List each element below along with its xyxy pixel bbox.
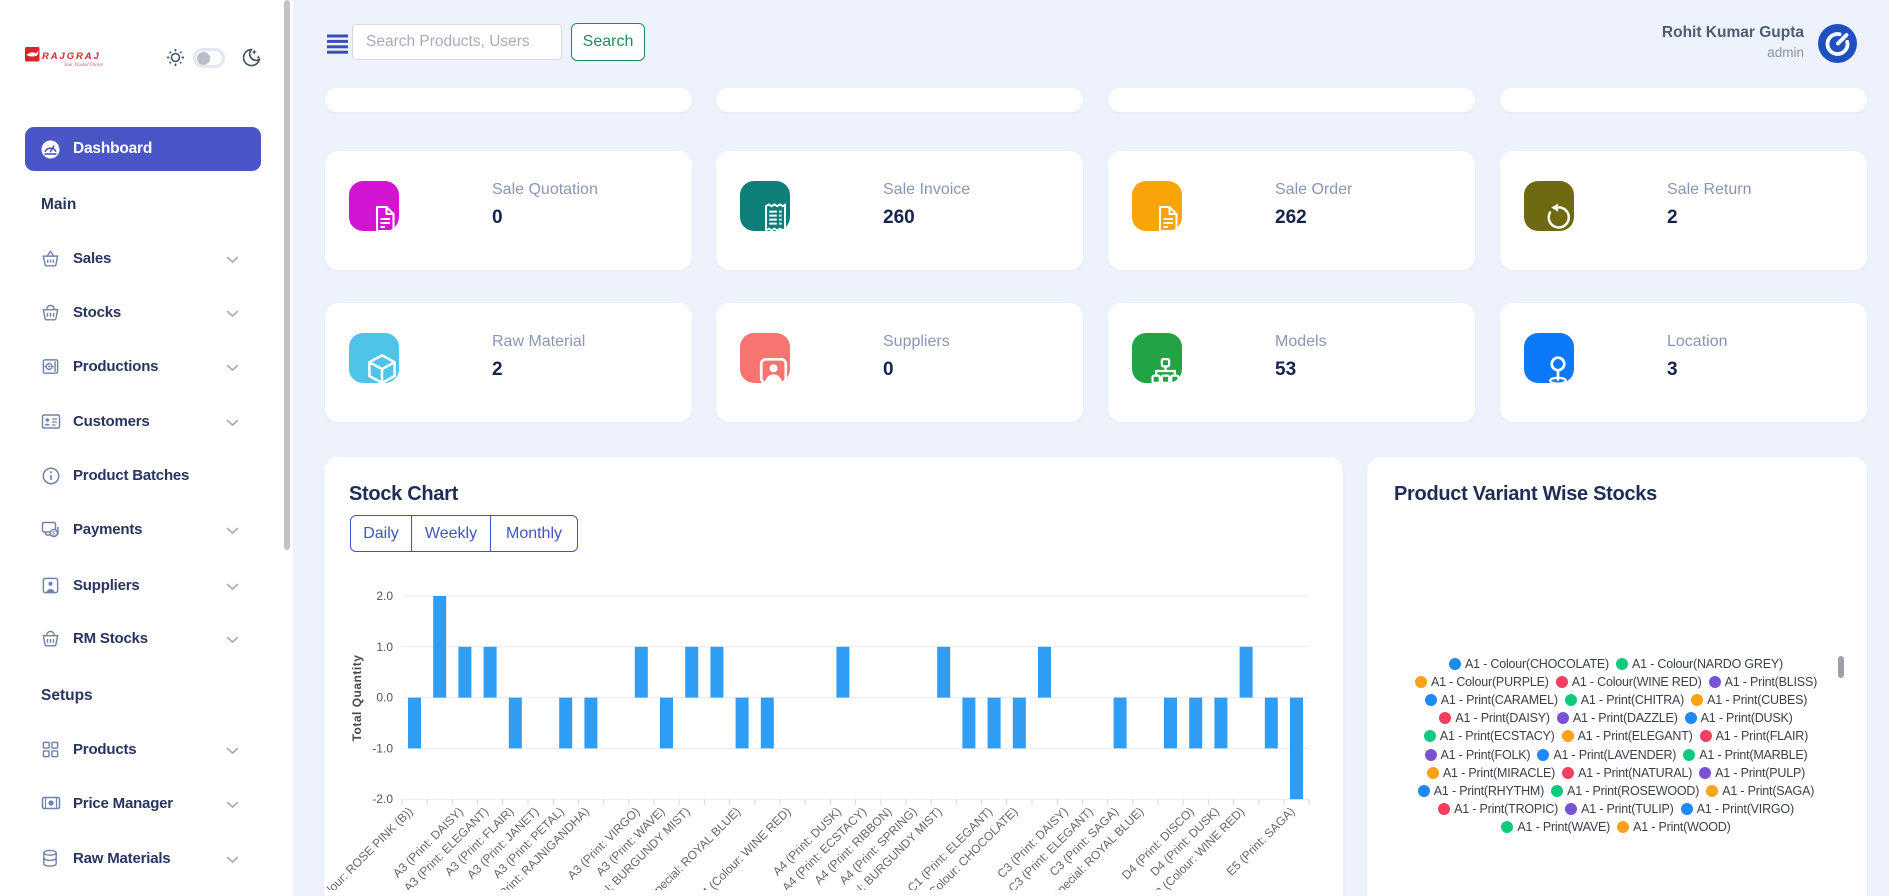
svg-text:0.0: 0.0 [376, 691, 393, 705]
svg-text:-1.0: -1.0 [372, 741, 393, 755]
svg-text:Your Trusted Choice: Your Trusted Choice [64, 63, 103, 68]
svg-text:RAJGRAJ: RAJGRAJ [42, 51, 101, 62]
svg-text:Total Quantity: Total Quantity [350, 655, 364, 742]
svg-text:2.0: 2.0 [376, 589, 393, 603]
svg-text:-2.0: -2.0 [372, 792, 393, 806]
svg-text:$: $ [52, 530, 56, 537]
svg-text:1.0: 1.0 [376, 640, 393, 654]
